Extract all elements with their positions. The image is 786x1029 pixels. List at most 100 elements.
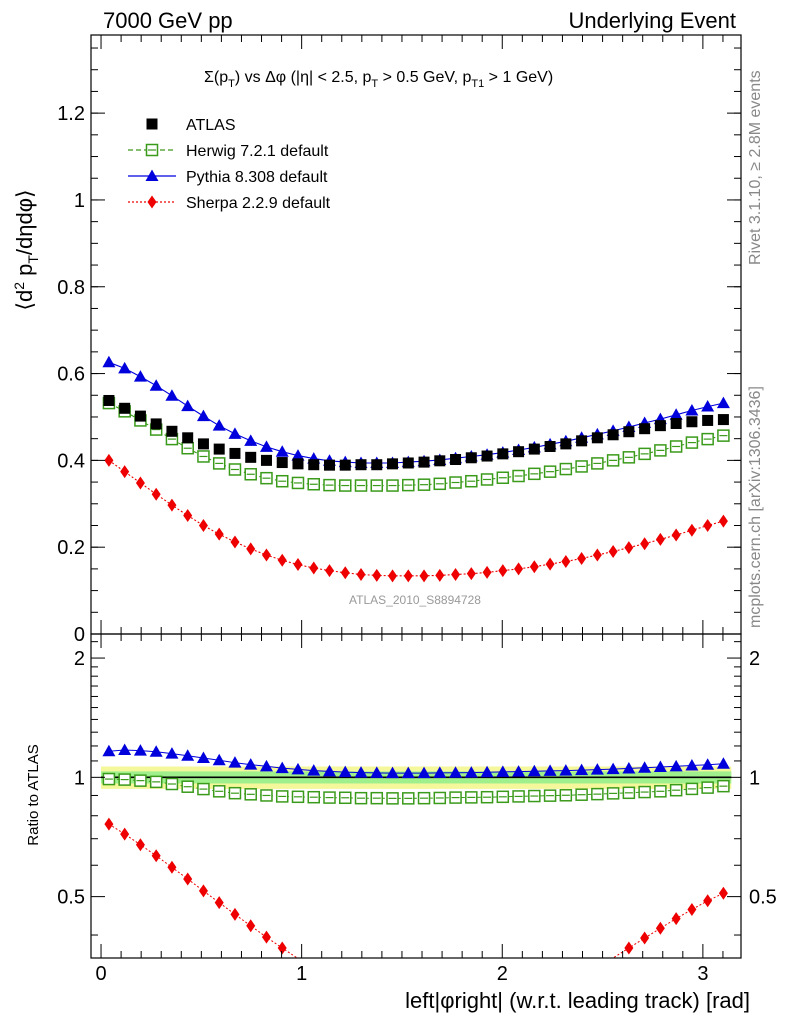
main-point [418, 456, 430, 468]
main-point [528, 467, 541, 481]
legend-marker [147, 195, 157, 209]
main-point [669, 440, 683, 453]
legend: ATLAS Herwig 7.2.1 default Pythia 8.308 de… [128, 117, 331, 212]
ratio-point [653, 760, 667, 772]
ratio-point [260, 789, 273, 802]
main-point [133, 370, 147, 382]
ratio-point [134, 774, 147, 787]
ratio-point [165, 747, 179, 759]
main-point [292, 458, 304, 470]
main-point [135, 476, 145, 490]
x-tick-label: 0 [95, 963, 106, 985]
main-point [103, 394, 115, 406]
ratio-point [703, 894, 713, 908]
main-point [606, 454, 620, 467]
main-point [244, 468, 257, 481]
main-point [465, 452, 477, 464]
main-point [482, 565, 492, 579]
main-point [640, 537, 650, 551]
main-point [356, 568, 366, 582]
ratio-point [401, 766, 415, 779]
main-point [228, 427, 242, 439]
ratio-point [449, 791, 462, 804]
main-point [308, 459, 320, 471]
main-point [701, 432, 714, 446]
main-point [545, 557, 555, 571]
main-point [703, 518, 713, 532]
ratio-point [685, 759, 699, 771]
ratio-point [685, 782, 699, 796]
main-point [386, 479, 399, 492]
main-panel-content [102, 355, 730, 583]
ratio-ytick-label-right: 2 [749, 648, 760, 670]
main-point [451, 568, 461, 582]
ratio-point [575, 788, 588, 801]
main-point [638, 447, 651, 461]
ratio-point [671, 912, 681, 926]
ratio-point [528, 789, 541, 803]
main-point [417, 478, 431, 491]
main-point [718, 514, 728, 528]
ratio-point [149, 775, 163, 789]
legend-marker [145, 143, 159, 157]
main-point [669, 408, 683, 420]
main-ytick-label: 0.2 [57, 537, 85, 559]
ratio-point [638, 761, 652, 773]
ratio-point [386, 766, 400, 779]
main-point [434, 455, 446, 467]
ratio-point [259, 759, 273, 772]
ratio-point [181, 780, 194, 793]
legend-entry: Sherpa 2.2.9 default [128, 195, 331, 212]
main-point [307, 478, 320, 491]
main-point [197, 438, 209, 450]
main-point [165, 389, 179, 401]
ratio-point [135, 838, 145, 852]
main-point [435, 568, 445, 582]
ratio-point [165, 777, 179, 791]
main-ytick-label: 1 [74, 190, 85, 212]
ratio-point [622, 786, 636, 800]
main-point [102, 355, 116, 368]
ratio-ytick-label: 1 [74, 767, 85, 789]
ratio-point [183, 872, 193, 886]
main-point [261, 548, 271, 562]
main-point [339, 479, 352, 492]
ratio-point [687, 902, 697, 916]
main-point [544, 440, 556, 452]
ratio-point [559, 764, 573, 776]
ratio-point [275, 761, 289, 774]
ratio-point [590, 763, 604, 775]
ratio-point [323, 791, 336, 804]
ratio-point [339, 791, 352, 805]
main-ytick-label: 0.4 [57, 450, 85, 472]
main-point [323, 459, 335, 471]
main-point [166, 425, 178, 437]
main-point [576, 435, 588, 447]
main-point [228, 463, 242, 476]
ratio-point [669, 759, 683, 772]
main-point [717, 414, 729, 426]
ratio-point [307, 790, 320, 804]
ratio-point [354, 766, 368, 778]
main-point [340, 566, 350, 580]
ratio-point [512, 765, 526, 777]
main-point [230, 535, 240, 549]
main-point [181, 441, 194, 455]
ratio-point [291, 762, 305, 775]
ratio-point [149, 745, 163, 757]
ratio-point [197, 782, 210, 796]
ratio-point [198, 884, 208, 898]
ratio-point [559, 789, 573, 802]
main-point [481, 450, 493, 462]
main-series-sherpa [104, 453, 728, 583]
main-point [670, 417, 682, 429]
main-point [685, 436, 699, 449]
main-point [591, 432, 603, 444]
main-point [559, 462, 573, 476]
ratio-point [244, 758, 258, 770]
main-point [354, 479, 368, 492]
ratio-point [640, 931, 650, 945]
main-point [466, 567, 476, 581]
rivet-label: Rivet 3.1.10, ≥ 2.8M events [747, 70, 764, 265]
main-point [654, 420, 666, 432]
